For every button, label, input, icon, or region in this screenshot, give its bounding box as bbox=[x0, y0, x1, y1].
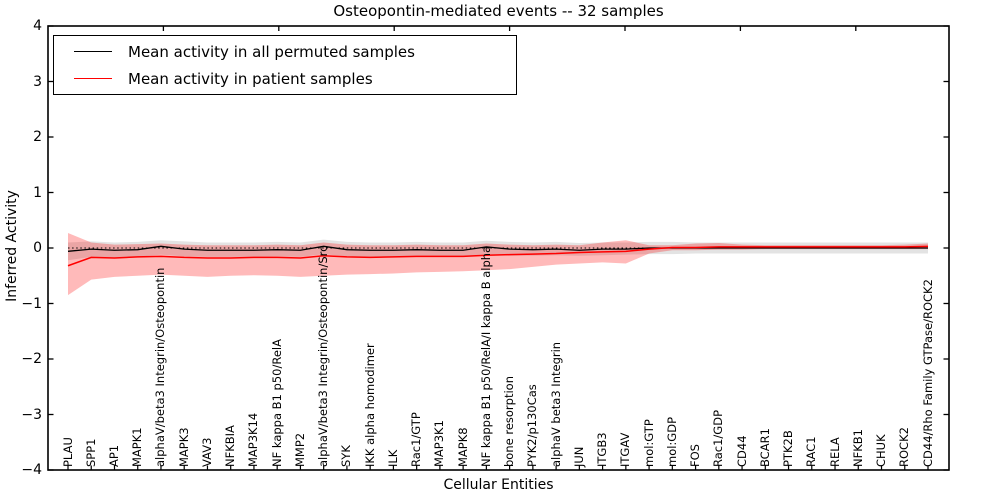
x-tick-label: MMP2 bbox=[292, 432, 307, 467]
y-tick-label: 0 bbox=[33, 240, 42, 256]
y-tick-label: −4 bbox=[21, 462, 42, 478]
x-tick-label: mol:GTP bbox=[641, 419, 656, 467]
patient-line-sample bbox=[74, 78, 112, 79]
x-tick-label: MAPK3 bbox=[176, 427, 191, 467]
x-tick-label: VAV3 bbox=[199, 437, 214, 467]
x-tick-label: alphaV beta3 Integrin bbox=[548, 341, 563, 467]
y-tick-label: −2 bbox=[21, 351, 42, 367]
x-tick-label: PLAU bbox=[60, 437, 75, 467]
x-tick-label: Rac1/GTP bbox=[409, 412, 424, 467]
legend-entry-permuted: Mean activity in all permuted samples bbox=[74, 43, 516, 61]
y-tick-label: 2 bbox=[33, 129, 42, 145]
x-tick-label: alphaV/beta3 Integrin/Osteopontin/Src bbox=[316, 245, 331, 467]
legend-label-patient: Mean activity in patient samples bbox=[128, 69, 373, 88]
x-tick-label: ITGAV bbox=[618, 432, 633, 467]
x-tick-label: MAPK8 bbox=[455, 427, 470, 467]
x-tick-label: bone resorption bbox=[502, 376, 517, 467]
x-tick-label: JUN bbox=[571, 446, 586, 467]
y-tick-label: −3 bbox=[21, 406, 42, 423]
x-tick-label: CD44 bbox=[734, 435, 749, 467]
x-tick-label: mol:GDP bbox=[664, 416, 679, 467]
x-tick-label: PTK2B bbox=[781, 430, 796, 467]
x-tick-label: CHUK bbox=[874, 434, 888, 467]
x-tick-label: BCAR1 bbox=[757, 428, 772, 467]
permuted-mean-line bbox=[67, 245, 928, 252]
x-axis-label: Cellular Entities bbox=[443, 477, 554, 493]
legend: Mean activity in all permuted samples Me… bbox=[53, 35, 517, 95]
x-tick-label: NFKB1 bbox=[850, 429, 865, 467]
permuted-band bbox=[68, 239, 928, 261]
x-tick-label: NF kappa B1 p50/RelA/I kappa B alpha bbox=[478, 245, 493, 467]
x-tick-label: CD44/Rho Family GTPase/ROCK2 bbox=[920, 279, 935, 467]
x-tick-label: RAC1 bbox=[804, 436, 819, 467]
x-tick-label: MAP3K1 bbox=[432, 420, 447, 467]
legend-entry-patient: Mean activity in patient samples bbox=[74, 70, 516, 88]
y-tick-label: −1 bbox=[21, 295, 42, 312]
chart-title: Osteopontin-mediated events -- 32 sample… bbox=[333, 2, 664, 20]
x-tick-label: MAPK1 bbox=[130, 427, 145, 467]
y-tick-label: 3 bbox=[33, 73, 42, 90]
permuted-line-sample bbox=[74, 51, 112, 52]
x-tick-label: ILK bbox=[385, 449, 400, 467]
x-tick-label: SPP1 bbox=[83, 438, 98, 468]
y-tick-label: 4 bbox=[33, 18, 42, 34]
x-tick-label: SYK bbox=[339, 445, 354, 467]
x-tick-label: ROCK2 bbox=[897, 427, 912, 467]
x-tick-label: RELA bbox=[827, 437, 842, 467]
patient-mean-line bbox=[67, 245, 929, 267]
x-tick-label: NFKBIA bbox=[223, 425, 238, 467]
x-tick-label: PYK2/p130Cas bbox=[525, 384, 540, 467]
x-tick-label: MAP3K14 bbox=[246, 412, 261, 467]
x-tick-label: ITGB3 bbox=[595, 432, 610, 467]
x-tick-label: NF kappa B1 p50/RelA bbox=[269, 339, 284, 467]
y-tick-label: 1 bbox=[33, 184, 42, 201]
x-tick-label: IKK alpha homodimer bbox=[362, 343, 377, 467]
x-tick-label: FOS bbox=[688, 444, 703, 467]
legend-label-permuted: Mean activity in all permuted samples bbox=[128, 42, 415, 61]
x-tick-label: AP1 bbox=[106, 444, 121, 467]
x-tick-label: Rac1/GDP bbox=[711, 409, 726, 467]
x-tick-label: alphaV/beta3 Integrin/Osteopontin bbox=[153, 267, 168, 467]
